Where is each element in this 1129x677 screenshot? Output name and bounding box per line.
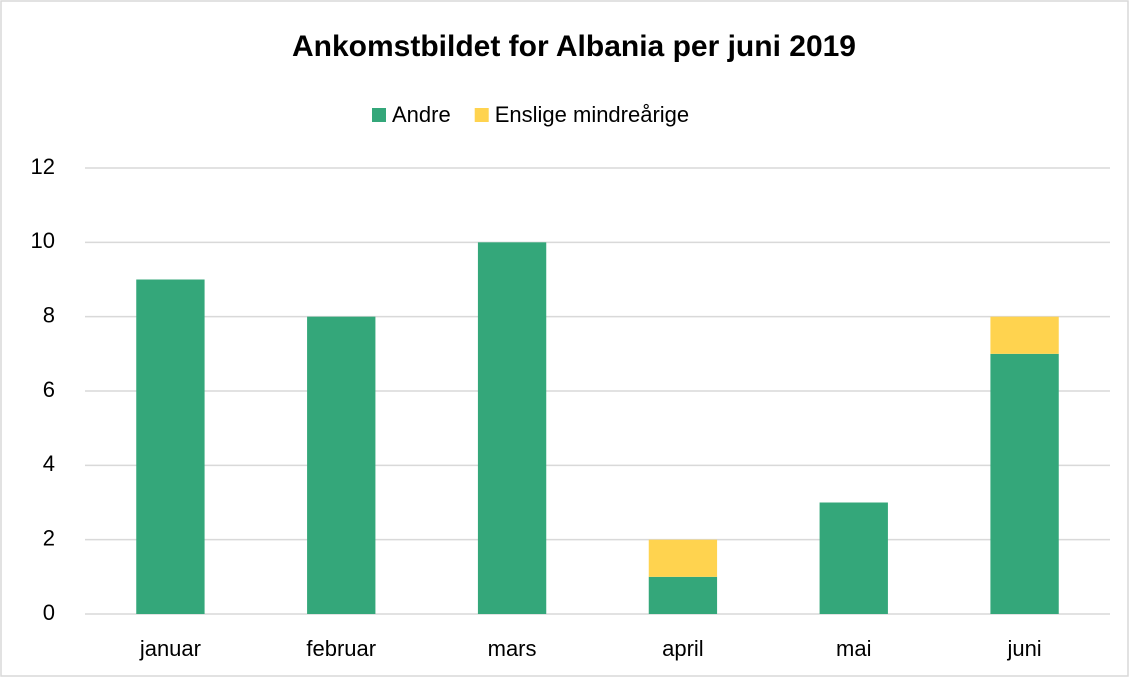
legend-swatch	[372, 108, 386, 122]
y-tick-label: 2	[43, 525, 55, 550]
legend-label: Andre	[392, 102, 451, 127]
x-tick-label: april	[662, 636, 704, 661]
x-tick-label: mai	[836, 636, 871, 661]
bar-segment	[819, 502, 888, 614]
y-tick-label: 8	[43, 302, 55, 327]
y-tick-label: 12	[31, 154, 55, 179]
bar-segment	[136, 279, 205, 614]
y-tick-label: 10	[31, 228, 55, 253]
y-tick-label: 4	[43, 451, 55, 476]
bar-segment	[990, 316, 1059, 354]
y-tick-label: 0	[43, 600, 55, 625]
bar-segment	[648, 539, 718, 577]
legend-label: Enslige mindreårige	[495, 102, 689, 127]
y-tick-label: 6	[43, 377, 55, 402]
bar-segment	[307, 316, 376, 614]
bar-segment	[990, 353, 1059, 614]
bar-segment	[648, 576, 718, 614]
x-tick-label: juni	[1006, 636, 1041, 661]
x-tick-label: mars	[488, 636, 537, 661]
legend-swatch	[474, 108, 489, 122]
x-tick-label: januar	[139, 636, 201, 661]
bar-segment	[477, 242, 547, 615]
chart-title: Ankomstbildet for Albania per juni 2019	[292, 30, 856, 63]
x-tick-label: februar	[306, 636, 376, 661]
